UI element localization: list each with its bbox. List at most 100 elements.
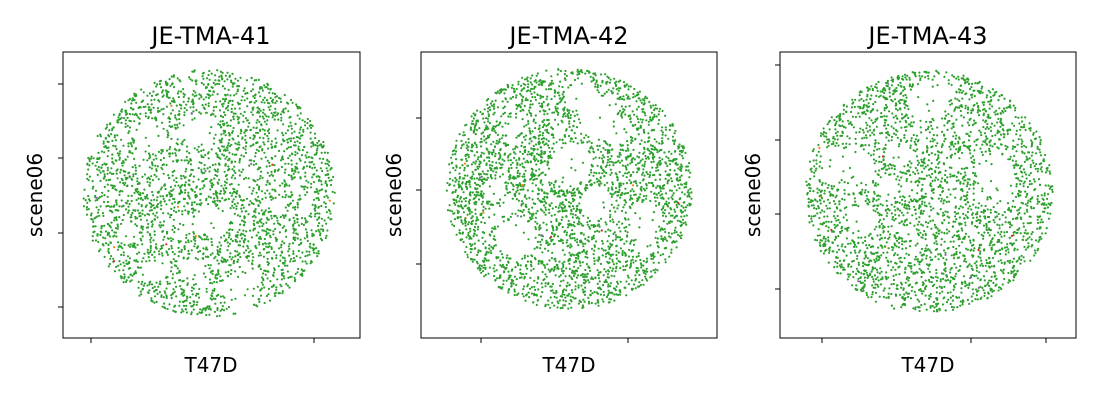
scatter-point <box>131 113 134 116</box>
scatter-point <box>129 243 132 246</box>
scatter-point <box>287 204 290 207</box>
scatter-point <box>230 143 233 146</box>
scatter-point <box>538 102 541 105</box>
scatter-point <box>142 91 145 94</box>
scatter-point <box>244 271 247 274</box>
scatter-point <box>472 161 475 164</box>
scatter-point <box>684 209 687 212</box>
scatter-point <box>209 281 212 285</box>
scatter-point <box>678 235 681 238</box>
scatter-point <box>149 109 152 112</box>
scatter-point <box>206 248 209 251</box>
scatter-point <box>205 111 208 114</box>
scatter-point <box>86 201 89 204</box>
scatter-point <box>483 139 486 142</box>
scatter-point <box>131 97 134 100</box>
scatter-point <box>305 179 308 182</box>
scatter-point <box>271 257 274 260</box>
scatter-point <box>313 215 317 218</box>
scatter-point <box>244 238 247 241</box>
scatter-point <box>267 87 270 90</box>
scatter-point <box>299 197 302 200</box>
scatter-point <box>565 209 568 212</box>
scatter-point <box>187 249 190 253</box>
scatter-point <box>299 137 302 140</box>
scatter-point <box>492 237 495 241</box>
scatter-point <box>596 148 600 151</box>
scatter-point <box>183 191 187 194</box>
scatter-point <box>569 116 572 120</box>
scatter-point <box>635 182 638 185</box>
scatter-point <box>304 154 307 157</box>
scatter-point <box>289 145 292 149</box>
scatter-point <box>288 254 291 257</box>
scatter-point <box>323 201 326 204</box>
scatter-point <box>186 145 189 148</box>
scatter-point <box>275 100 278 103</box>
scatter-point <box>274 96 277 99</box>
scatter-point <box>198 287 201 291</box>
scatter-point <box>239 223 242 226</box>
scatter-point <box>579 300 583 304</box>
scatter-point <box>267 207 271 210</box>
scatter-point <box>476 262 479 265</box>
scatter-point <box>630 239 633 242</box>
scatter-point <box>603 92 606 95</box>
scatter-point <box>290 124 293 127</box>
scatter-point <box>186 210 190 213</box>
scatter-point <box>146 197 149 200</box>
scatter-point <box>110 172 113 175</box>
scatter-point <box>621 164 625 167</box>
scatter-point <box>534 143 538 146</box>
scatter-point <box>324 189 327 192</box>
scatter-point <box>571 110 575 113</box>
scatter-point <box>607 88 610 91</box>
scatter-point <box>579 121 582 124</box>
scatter-point <box>645 261 648 264</box>
scatter-point <box>263 129 266 132</box>
scatter-point <box>149 234 152 237</box>
scatter-point <box>581 71 584 74</box>
scatter-point <box>260 87 263 90</box>
scatter-point <box>575 276 579 279</box>
scatter-point <box>268 161 271 164</box>
scatter-point <box>635 100 638 103</box>
scatter-point <box>293 259 297 262</box>
scatter-point <box>220 133 223 136</box>
scatter-point <box>526 80 530 83</box>
scatter-point <box>648 175 651 179</box>
scatter-point <box>522 82 525 85</box>
scatter-point <box>572 207 575 210</box>
scatter-point <box>167 134 170 137</box>
scatter-point <box>212 109 215 112</box>
scatter-point <box>529 137 532 140</box>
scatter-point <box>155 300 158 303</box>
scatter-point <box>527 238 530 241</box>
scatter-point <box>280 165 283 169</box>
scatter-point <box>240 204 243 207</box>
scatter-point <box>536 299 539 302</box>
scatter-point <box>258 212 261 215</box>
scatter-point <box>569 295 572 298</box>
scatter-point <box>198 161 201 164</box>
scatter-point <box>193 274 196 277</box>
points-layer <box>445 68 693 310</box>
scatter-point <box>514 96 518 99</box>
scatter-point <box>175 272 178 275</box>
scatter-point <box>214 79 217 82</box>
scatter-point <box>661 158 664 161</box>
scatter-point <box>96 134 99 138</box>
scatter-point <box>552 291 555 294</box>
scatter-point <box>259 288 262 291</box>
scatter-point <box>545 98 548 101</box>
scatter-point <box>105 163 108 166</box>
scatter-point <box>263 151 266 154</box>
scatter-point <box>280 285 283 288</box>
scatter-point <box>192 89 195 92</box>
scatter-point <box>210 182 213 185</box>
scatter-point <box>259 86 262 89</box>
scatter-point <box>210 178 213 181</box>
scatter-point <box>576 142 579 145</box>
scatter-point <box>483 128 486 131</box>
scatter-point <box>211 163 214 167</box>
